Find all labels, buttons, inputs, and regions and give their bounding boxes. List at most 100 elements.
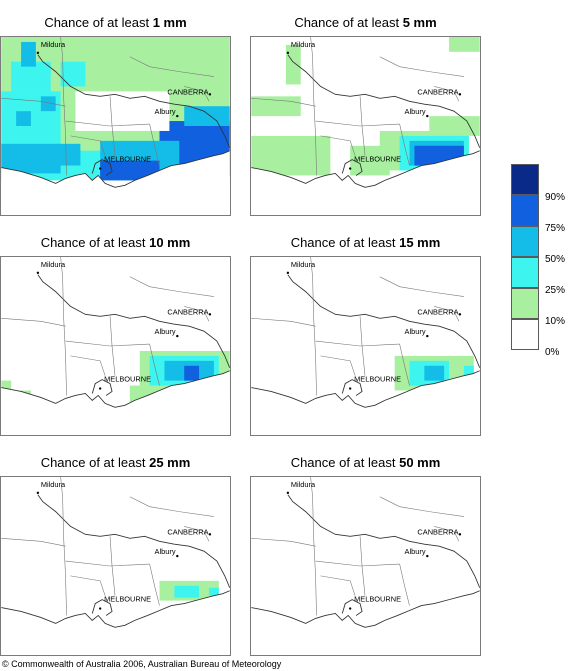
boundary-line [359,96,366,156]
probability-cell [184,365,200,381]
probability-cell [1,380,12,391]
boundary-line [379,56,464,77]
rainfall-probability-map: Mildura CANBERRA Albury MELBOURNE [250,476,481,656]
city-marker [426,554,429,558]
boundary-line [129,496,214,517]
probability-cell [184,106,230,126]
boundary-line [315,340,400,347]
city-label-albury: Albury [155,547,176,556]
city-marker [458,533,462,536]
city-label-canberra: CANBERRA [417,87,458,96]
panel-title: Chance of at least 5 mm [250,14,481,32]
coastline [1,590,230,628]
boundary-line [320,135,356,156]
city-label-mildura: Mildura [291,480,316,489]
city-label-canberra: CANBERRA [167,527,208,536]
city-label-melbourne: MELBOURNE [354,155,401,164]
boundary-line [109,316,116,376]
city-marker [208,93,212,96]
city-label-albury: Albury [155,327,176,336]
city-marker [176,554,179,558]
rainfall-probability-map: Mildura CANBERRA Albury MELBOURNE [0,256,231,436]
city-marker [348,607,352,610]
panel-title-amount: 5 mm [402,15,437,30]
city-label-melbourne: MELBOURNE [104,155,151,164]
copyright-notice: © Commonwealth of Australia 2006, Austra… [2,659,282,669]
city-label-mildura: Mildura [291,40,316,49]
legend-swatch-75-90 [511,195,539,226]
probability-cell [75,91,170,131]
city-label-mildura: Mildura [41,480,66,489]
city-label-canberra: CANBERRA [417,527,458,536]
ocean-area [251,590,480,655]
city-label-melbourne: MELBOURNE [104,375,151,384]
boundary-line [70,135,106,156]
panel-title-prefix: Chance of at least [290,235,400,250]
boundary-line [129,56,214,77]
city-marker [286,271,290,275]
legend-label-90: 90% [545,192,566,203]
city-label-albury: Albury [405,107,426,116]
city-marker [458,93,462,96]
boundary-line [91,379,113,396]
boundary-line [320,355,356,376]
city-marker [98,167,102,170]
probability-cell [60,61,86,87]
probability-cell [285,44,301,85]
city-marker [426,334,429,338]
boundary-line [287,274,480,368]
panel-title-prefix: Chance of at least [40,455,150,470]
city-marker [286,51,290,55]
boundary-line [359,316,366,376]
boundary-line [379,276,464,297]
boundary-line [184,86,210,102]
boundary-line [65,120,150,127]
boundary-line [434,86,460,102]
probability-cell [21,41,36,67]
city-marker [208,313,212,316]
probability-cell [449,37,480,52]
legend-swatch-25-50 [511,257,539,288]
boundary-line [315,120,400,127]
city-label-melbourne: MELBOURNE [354,375,401,384]
probability-cell [424,365,445,381]
city-marker [458,313,462,316]
boundary-line [251,98,316,107]
coastline [1,150,230,188]
ocean-area [1,150,230,215]
city-marker [36,51,40,55]
boundary-line [70,575,106,596]
city-marker [348,387,352,390]
legend-swatch-90-100 [511,164,539,195]
ocean-area [1,370,230,435]
boundary-line [109,536,116,596]
boundary-line [399,343,410,386]
panel-title-prefix: Chance of at least [294,15,403,30]
boundary-line [149,563,160,606]
city-label-canberra: CANBERRA [417,307,458,316]
boundary-line [287,494,480,588]
city-marker [208,533,212,536]
boundary-line [60,477,67,616]
boundary-line [341,159,363,176]
probability-legend: 90% 75% 50% 25% 10% 0% [511,164,570,364]
probability-cell [463,365,474,381]
legend-label-10: 10% [545,316,566,327]
legend-swatch-10-25 [511,288,539,319]
boundary-line [60,257,67,396]
legend-label-75: 75% [545,223,566,234]
panel-title: Chance of at least 1 mm [0,14,231,32]
boundary-line [149,343,160,386]
city-marker [36,271,40,275]
coastline [251,590,480,628]
city-label-melbourne: MELBOURNE [354,595,401,604]
boundary-line [65,340,150,347]
boundary-line [184,306,210,322]
boundary-line [70,355,106,376]
panel-title-amount: 25 mm [149,455,191,470]
boundary-line [251,318,316,327]
boundary-line [434,306,460,322]
city-marker [286,491,290,495]
boundary-line [251,538,316,547]
boundary-line [399,123,410,166]
